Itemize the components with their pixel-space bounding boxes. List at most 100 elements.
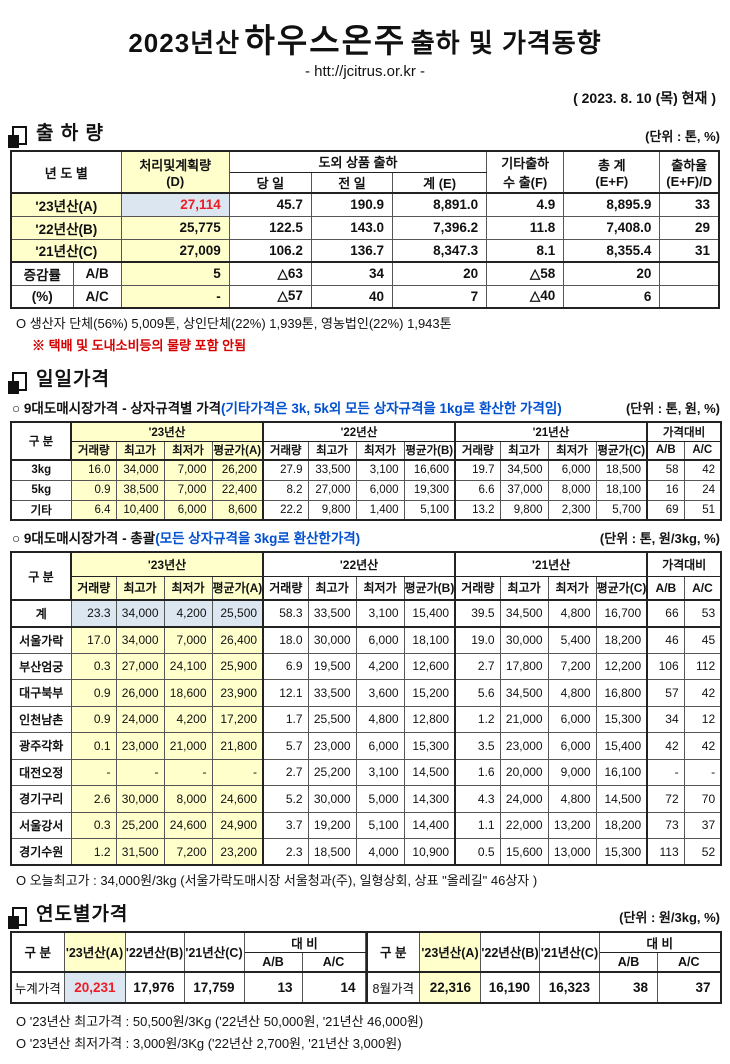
table-cell: 15,200: [403, 679, 456, 707]
table-cell: -: [211, 758, 264, 786]
table-cell: 30,000: [307, 785, 357, 813]
col-2022: '22년산(B): [124, 931, 185, 972]
table-cell: 16,600: [403, 459, 456, 481]
table-cell: 45: [683, 626, 722, 654]
table-cell: 6.6: [454, 479, 501, 501]
table-cell: 73: [646, 811, 685, 839]
subsection-title: ○ 9대도매시장가격 - 상자규격별 가격: [12, 401, 222, 416]
table-cell: -: [115, 758, 165, 786]
table-cell: 2.6: [70, 785, 117, 813]
unit-label: (단위 : 원/3kg, %): [619, 910, 720, 925]
table-cell: 39.5: [454, 599, 501, 628]
col-plan-line1: 처리및계획량: [139, 158, 212, 173]
table-cell: 14: [301, 971, 366, 1003]
table-cell: 9,000: [547, 758, 597, 786]
table-cell: 0.5: [454, 838, 501, 866]
col-compare-group: 대 비: [243, 931, 366, 953]
table-cell: 69: [646, 499, 685, 521]
col-low: 최저가: [355, 440, 405, 461]
table-cell: 6,000: [355, 732, 405, 760]
table-cell: 70: [683, 785, 722, 813]
row-3kg: 3kg 16.0 34,000 7,000 26,200 27.9 33,500 3,100 1…: [10, 459, 722, 481]
table-cell: 24,900: [211, 811, 264, 839]
table-cell: 14,300: [403, 785, 456, 813]
table-cell: 부산엄궁: [10, 652, 72, 680]
table-cell: 143.0: [310, 215, 394, 240]
page-title: 2023년산 하우스온주 출하 및 가격동향: [10, 14, 720, 62]
table-cell: 16,190: [480, 971, 541, 1003]
table-cell: 12,800: [403, 705, 456, 733]
col-high: 최고가: [499, 440, 549, 461]
table-cell: 27,000: [115, 652, 165, 680]
table-cell: 2.7: [262, 758, 309, 786]
table-cell: 2.7: [454, 652, 501, 680]
table-cell: 4,800: [355, 705, 405, 733]
table-cell: 34,000: [115, 599, 165, 628]
table-cell: 15,300: [403, 732, 456, 760]
col-2023-group: '23년산: [69, 551, 264, 577]
table-cell: 증감률: [10, 261, 74, 286]
table-cell: 23,000: [115, 732, 165, 760]
table-cell: 기타: [10, 499, 72, 521]
table-cell: 8.1: [486, 238, 565, 263]
table-cell: 17,976: [124, 971, 185, 1003]
table-cell: 8,000: [547, 479, 597, 501]
section-title: 연도별가격: [36, 904, 129, 925]
table-cell: 24,000: [115, 705, 165, 733]
table-cell: 5,400: [547, 626, 597, 654]
table-cell: 22,316: [419, 971, 482, 1003]
table-cell: 16,700: [595, 599, 648, 628]
table-cell: 6,000: [355, 626, 405, 654]
table-cell: 6.9: [262, 652, 309, 680]
report-date: ( 2023. 8. 10 (목) 현재 ): [573, 90, 716, 106]
table-cell: 6,000: [355, 479, 405, 501]
table-cell: 18,200: [595, 626, 648, 654]
table-cell: -: [683, 758, 722, 786]
table-cell: 34,000: [115, 626, 165, 654]
unit-label: (단위 : 톤, 원/3kg, %): [599, 531, 720, 546]
document-icon: [8, 907, 27, 929]
col-ab: A/B: [243, 952, 303, 972]
row-suwon: 경기수원 1.2 31,500 7,200 23,200 2.3 18,500 4,000 10…: [10, 838, 722, 866]
table-cell: 2.3: [262, 838, 309, 866]
col-sum: 계 (E): [392, 171, 488, 194]
table-cell: 15,400: [595, 732, 648, 760]
table-cell: 5.2: [262, 785, 309, 813]
table-cell: 1.7: [262, 705, 309, 733]
table-cell: 23,900: [211, 679, 264, 707]
table-cell: 3,100: [355, 758, 405, 786]
col-high: 최고가: [115, 575, 165, 601]
table-cell: 5.7: [262, 732, 309, 760]
table-cell: 15,400: [403, 599, 456, 628]
table-cell: 53: [683, 599, 722, 628]
table-cell: 4,800: [547, 679, 597, 707]
table-cell: 7,000: [163, 479, 213, 501]
table-cell: 38,500: [115, 479, 165, 501]
table-cell: 15,600: [499, 838, 549, 866]
table-cell: 25,200: [307, 758, 357, 786]
table-cell: 33,500: [307, 679, 357, 707]
table-cell: 서울가락: [10, 626, 72, 654]
table-cell: 42: [683, 732, 722, 760]
table-cell: 25,900: [211, 652, 264, 680]
table-cell: 52: [683, 838, 722, 866]
table-cell: 122.5: [228, 215, 312, 240]
table-cell: 6,000: [547, 732, 597, 760]
table-cell: 7: [392, 284, 488, 309]
col-rate: 출하율 (E+F)/D: [659, 150, 720, 194]
yearly-high-note: O '23년산 최고가격 : 50,500원/3Kg ('22년산 50,000…: [16, 1013, 424, 1029]
table-cell: 19,500: [307, 652, 357, 680]
table-cell: 5kg: [10, 479, 72, 501]
col-low: 최저가: [355, 575, 405, 601]
table-cell: 8,600: [211, 499, 264, 521]
table-cell: 7,200: [547, 652, 597, 680]
table-cell: 19.7: [454, 459, 501, 481]
row-gwangju: 광주각화 0.1 23,000 21,000 21,800 5.7 23,000 6,000 1…: [10, 732, 722, 760]
row-gangseo: 서울강서 0.3 25,200 24,600 24,900 3.7 19,200 5,100 1…: [10, 811, 722, 839]
table-cell: 12,200: [595, 652, 648, 680]
table-cell: 17.0: [70, 626, 117, 654]
table-cell: 18,600: [163, 679, 213, 707]
table-cell: 7,396.2: [392, 215, 488, 240]
table-header-row: 년 도 별 처리및계획량 (D) 도외 상품 출하 기타출하 수 출(F) 총 계(…: [10, 150, 720, 194]
table-cell: 25,500: [211, 599, 264, 628]
